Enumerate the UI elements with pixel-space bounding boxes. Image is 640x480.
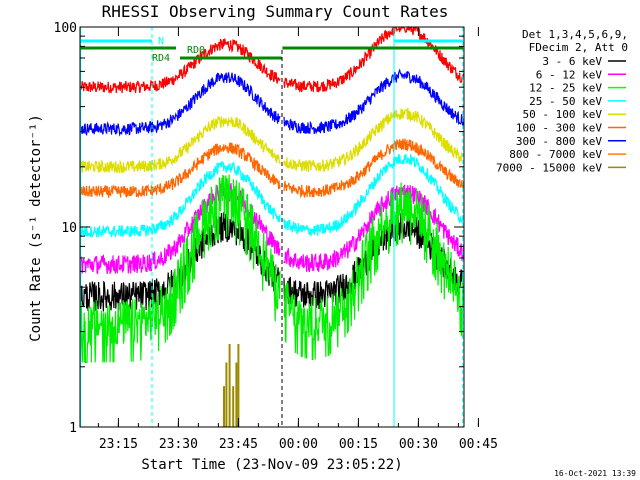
series-yellow-segment-0 bbox=[80, 116, 281, 174]
legend-label: 3 - 6 keV bbox=[542, 55, 602, 68]
axis-layer: 1 10 100 23:15 23:30 23:45 00:00 00:15 00:30 00:4… bbox=[54, 21, 498, 452]
legend-header: FDecim 2, Att 0 bbox=[529, 41, 628, 54]
annotation-n: N bbox=[158, 36, 164, 47]
legend-label: 300 - 800 keV bbox=[516, 135, 602, 148]
series-blue-segment-1 bbox=[283, 68, 465, 135]
legend: Det 1,3,4,5,6,9,FDecim 2, Att 03 - 6 keV… bbox=[496, 28, 628, 174]
x-tick-label: 00:45 bbox=[459, 437, 498, 452]
x-tick-label: 23:15 bbox=[99, 437, 138, 452]
series-olive-spikes bbox=[223, 344, 240, 427]
legend-label: 800 - 7000 keV bbox=[509, 148, 602, 161]
series-cyan bbox=[80, 153, 464, 238]
legend-label: 7000 - 15000 keV bbox=[496, 161, 602, 174]
x-tick-label: 23:30 bbox=[159, 437, 198, 452]
y-axis-label: Count Rate (s⁻¹ detector⁻¹) bbox=[28, 114, 44, 342]
series-green-segment-1 bbox=[283, 182, 465, 361]
series-blue-segment-0 bbox=[80, 71, 281, 137]
x-tick-label: 00:00 bbox=[279, 437, 318, 452]
legend-label: 6 - 12 keV bbox=[536, 68, 603, 81]
y-tick-label: 1 bbox=[69, 421, 77, 436]
series-magenta-segment-1 bbox=[283, 184, 465, 272]
series-orange bbox=[80, 138, 465, 199]
x-axis-label: Start Time (23-Nov-09 23:05:22) bbox=[141, 457, 402, 473]
series-orange-segment-1 bbox=[283, 138, 465, 199]
chart-title: RHESSI Observing Summary Count Rates bbox=[102, 2, 449, 21]
series-cyan-segment-1 bbox=[283, 153, 464, 237]
legend-label: 25 - 50 keV bbox=[529, 95, 602, 108]
overlay-layer: N RD0 RD4 bbox=[80, 27, 464, 427]
legend-label: 50 - 100 keV bbox=[523, 108, 603, 121]
x-tick-label: 00:15 bbox=[339, 437, 378, 452]
series-red bbox=[80, 25, 465, 94]
series-layer bbox=[80, 25, 465, 427]
y-tick-label: 10 bbox=[61, 221, 77, 236]
series-cyan-segment-0 bbox=[80, 161, 281, 238]
legend-label: 12 - 25 keV bbox=[529, 82, 602, 95]
series-blue bbox=[80, 68, 465, 137]
generated-timestamp: 16-Oct-2021 13:39 bbox=[554, 469, 636, 478]
series-green-segment-0 bbox=[80, 174, 281, 363]
legend-label: 100 - 300 keV bbox=[516, 122, 602, 135]
series-green bbox=[80, 174, 465, 363]
y-tick-label: 100 bbox=[54, 21, 77, 36]
series-orange-segment-0 bbox=[80, 142, 281, 198]
series-yellow-segment-1 bbox=[283, 107, 464, 173]
annotation-rd0: RD0 bbox=[187, 45, 205, 56]
series-red-segment-0 bbox=[80, 38, 281, 94]
series-red-segment-1 bbox=[283, 25, 465, 93]
x-tick-label: 00:30 bbox=[399, 437, 438, 452]
series-yellow bbox=[80, 107, 464, 174]
plot-area: N RD0 RD4 1 10 100 23:15 23:30 23:45 00:00 00:15 0… bbox=[54, 21, 498, 452]
legend-header: Det 1,3,4,5,6,9, bbox=[522, 28, 628, 41]
x-tick-label: 23:45 bbox=[219, 437, 258, 452]
annotation-rd4: RD4 bbox=[152, 53, 170, 64]
